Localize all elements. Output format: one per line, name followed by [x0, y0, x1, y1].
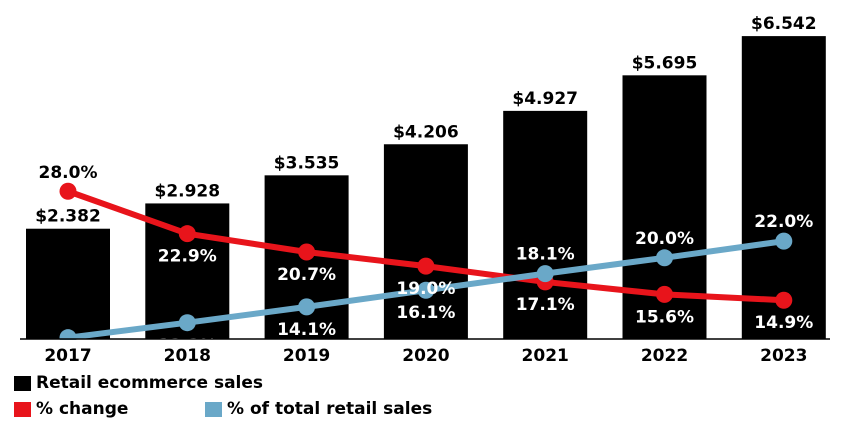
- legend-label-change: % change: [36, 399, 129, 419]
- bar-2017: [26, 228, 110, 339]
- bar-label-2021: $4.927: [512, 89, 578, 109]
- bar-2021: [503, 110, 588, 339]
- legend-label-share: % of total retail sales: [227, 399, 433, 419]
- x-tick-2022: 2022: [641, 346, 688, 366]
- pct-share-label-2020: 16.1%: [396, 303, 455, 323]
- x-tick-2020: 2020: [402, 346, 449, 366]
- bar-2020: [383, 144, 468, 339]
- pct-share-label-2021: 18.1%: [516, 245, 575, 265]
- pct-change-point-2018: [178, 225, 196, 243]
- pct-change-point-2019: [298, 243, 316, 261]
- pct-share-label-2022: 20.0%: [635, 229, 694, 249]
- pct-change-label-2021: 17.1%: [516, 295, 575, 315]
- pct-share-label-2018: 12.2%: [158, 336, 217, 340]
- pct-change-point-2022: [656, 285, 673, 303]
- x-tick-2023: 2023: [760, 346, 807, 366]
- labels-layer: $2.382 $2.928 $3.535 $4.206 $4.927 $5.695 $6.5…: [35, 14, 816, 340]
- pct-change-label-2020: 19.0%: [396, 279, 455, 299]
- pct-change-point-2023: [775, 291, 793, 309]
- pct-change-label-2017: 28.0%: [39, 163, 98, 183]
- legend-swatch-share: [205, 401, 222, 417]
- bars-layer: [26, 36, 826, 339]
- x-tick-2019: 2019: [283, 346, 330, 366]
- bar-label-2018: $2.928: [154, 181, 220, 201]
- x-tick-2018: 2018: [164, 346, 211, 366]
- bar-label-2023: $6.542: [751, 14, 817, 34]
- pct-share-point-2020: [417, 281, 435, 299]
- pct-change-label-2018: 22.9%: [158, 247, 217, 267]
- legend-item-sales: Retail ecommerce sales: [14, 372, 263, 394]
- bar-label-2019: $3.535: [274, 153, 340, 173]
- pct-change-label-2022: 15.6%: [635, 307, 694, 327]
- pct-share-point-2022: [656, 249, 673, 267]
- pct-change-label-2023: 14.9%: [754, 313, 813, 333]
- legend-item-share: % of total retail sales: [205, 398, 432, 420]
- x-tick-2021: 2021: [522, 346, 569, 366]
- legend-swatch-sales: [14, 375, 31, 391]
- x-tick-2017: 2017: [44, 346, 91, 366]
- pct-change-point-2020: [417, 257, 435, 275]
- pct-share-point-2023: [775, 232, 793, 250]
- bar-label-2022: $5.695: [632, 53, 698, 73]
- legend-item-change: % change: [14, 398, 128, 420]
- lines-layer: [59, 182, 793, 340]
- pct-share-point-2021: [536, 265, 554, 283]
- legend: Retail ecommerce sales % change % of tot…: [0, 372, 850, 426]
- x-axis-ticks: 2017 2018 2019 2020 2021 2022 2023: [44, 346, 807, 366]
- pct-change-label-2019: 20.7%: [277, 265, 336, 285]
- combo-chart: $2.382 $2.928 $3.535 $4.206 $4.927 $5.695 $6.5…: [20, 14, 830, 340]
- legend-swatch-change: [14, 401, 31, 417]
- pct-share-point-2018: [178, 314, 196, 332]
- pct-share-point-2017: [59, 329, 77, 340]
- x-axis: 2017 2018 2019 2020 2021 2022 2023: [44, 346, 807, 366]
- pct-share-point-2019: [298, 298, 316, 316]
- bar-label-2017: $2.382: [35, 207, 101, 227]
- legend-label-sales: Retail ecommerce sales: [36, 373, 264, 393]
- bar-label-2020: $4.206: [393, 122, 459, 142]
- pct-change-point-2017: [59, 182, 77, 200]
- bar-2023: [741, 36, 826, 339]
- pct-share-label-2019: 14.1%: [277, 320, 336, 340]
- pct-share-label-2023: 22.0%: [754, 212, 813, 232]
